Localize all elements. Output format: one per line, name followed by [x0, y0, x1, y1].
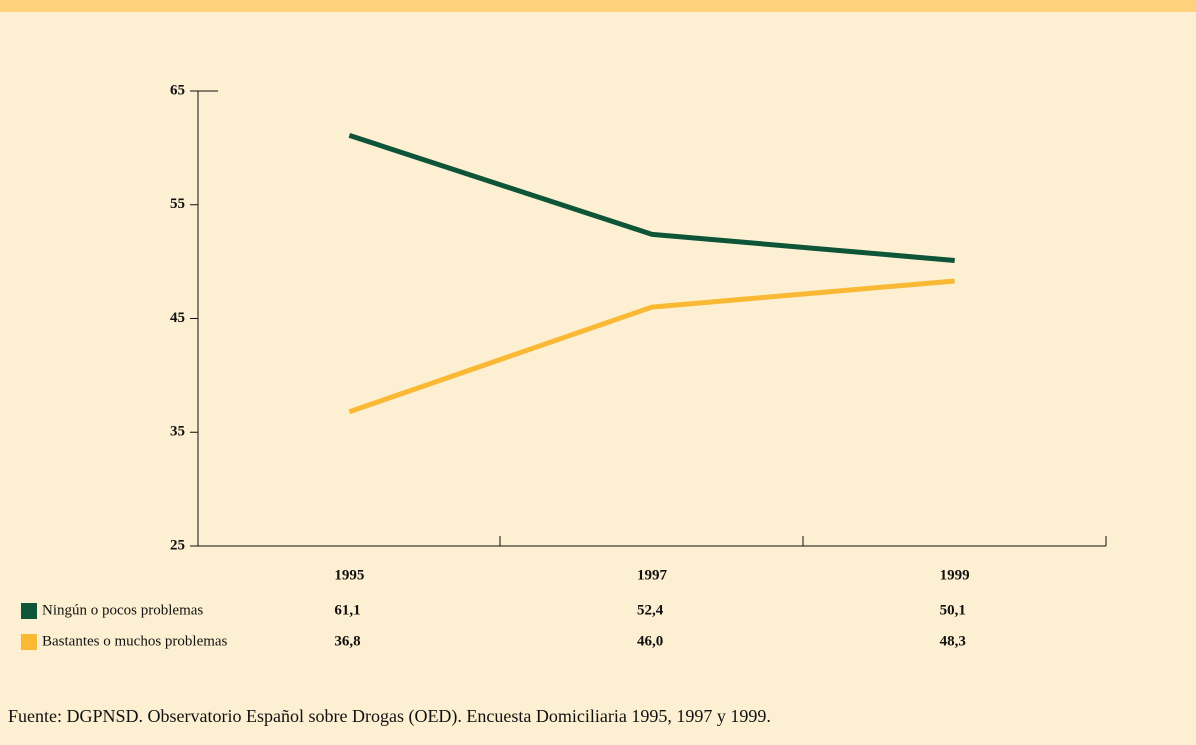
legend-swatch: [21, 634, 37, 650]
y-tick-label: 65: [170, 82, 185, 98]
x-tick-label: 1995: [334, 567, 364, 583]
y-tick-label: 55: [170, 196, 185, 212]
legend-label: Ningún o pocos problemas: [42, 602, 203, 618]
data-label: 46,0: [637, 633, 663, 649]
legend-swatch: [21, 603, 37, 619]
data-label: 50,1: [940, 602, 966, 618]
legend-label: Bastantes o muchos problemas: [42, 633, 228, 649]
data-label: 36,8: [334, 633, 360, 649]
y-tick-label: 35: [170, 424, 185, 440]
x-tick-label: 1999: [940, 567, 970, 583]
y-tick-label: 45: [170, 310, 185, 326]
source-note: Fuente: DGPNSD. Observatorio Español sob…: [8, 706, 771, 727]
top-band: [0, 0, 1196, 12]
series-line: [348, 132, 955, 263]
data-label: 61,1: [334, 602, 360, 618]
y-tick-label: 25: [170, 537, 185, 553]
data-label: 48,3: [940, 633, 966, 649]
data-label: 52,4: [637, 602, 664, 618]
x-tick-label: 1997: [637, 567, 668, 583]
series-line: [348, 278, 955, 415]
